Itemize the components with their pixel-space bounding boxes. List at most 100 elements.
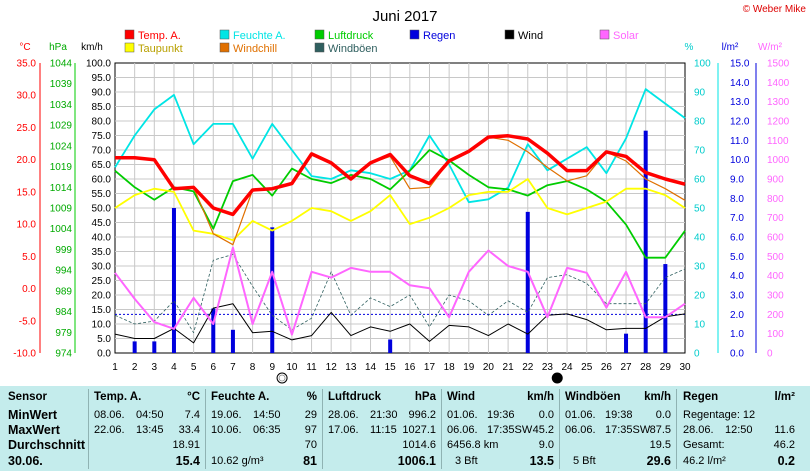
wind-tick-label: 85.0 [92, 102, 112, 113]
solar-tick-label: 700 [767, 213, 784, 224]
series-line-solar [114, 246, 686, 336]
luftdruck-max-time: 11:15 [370, 424, 397, 436]
rain-axis-label: l/m² [722, 42, 739, 53]
temp-tick-label: 15.0 [17, 187, 37, 198]
luftdruck-min-value: 996.2 [408, 409, 436, 421]
x-tick-label: 1 [112, 362, 118, 373]
windboeen-min-time: 19:38 [605, 409, 633, 421]
series-line-feuchte-a [114, 88, 686, 204]
wind-axis-label: km/h [81, 42, 103, 53]
wind-tick-label: 10.0 [92, 320, 112, 331]
solar-axis-label: W/m² [758, 42, 783, 53]
pressure-tick-label: 999 [55, 245, 72, 256]
humidity-axis-label: % [685, 42, 694, 53]
regen-column: Regen l/m² Regentage: 12 28.06. 12:50 11… [683, 386, 795, 471]
full-moon-icon [276, 372, 288, 384]
wind-unit: km/h [527, 391, 554, 403]
temp-tick-label: 10.0 [17, 220, 37, 231]
luftdruck-min-date: 28.06. [328, 409, 359, 421]
chart-title: Juni 2017 [372, 8, 437, 25]
pressure-tick-label: 1034 [50, 100, 73, 111]
solar-tick-label: 1300 [767, 97, 790, 108]
pressure-tick-label: 994 [55, 266, 72, 277]
x-tick-label: 14 [365, 362, 377, 373]
feuchte-column: Feuchte A. % 19.06. 14:50 29 10.06. 06:3… [211, 386, 317, 471]
rain-tick-label: 3.0 [730, 291, 744, 302]
wind-tick-label: 65.0 [92, 160, 112, 171]
windboeen-unit: km/h [644, 391, 671, 403]
legend-swatch [314, 42, 325, 53]
windboeen-min-date: 01.06. [565, 409, 596, 421]
humidity-tick-label: 60 [694, 175, 706, 186]
humidity-tick-label: 40 [694, 233, 706, 244]
rain-tick-label: 14.0 [730, 78, 750, 89]
rain-bar [270, 227, 275, 353]
rain-tick-label: 9.0 [730, 175, 744, 186]
temp-tick-label: -5.0 [19, 316, 37, 327]
legend-swatch [219, 29, 230, 40]
x-tick-label: 10 [286, 362, 298, 373]
rain-tick-label: 11.0 [730, 136, 749, 147]
regen-days: Regentage: 12 [683, 409, 756, 421]
regen-month-total: 46.2 l/m² [683, 455, 726, 467]
pressure-tick-label: 1029 [50, 121, 73, 132]
x-tick-label: 6 [210, 362, 216, 373]
pressure-tick-label: 1044 [50, 59, 73, 70]
solar-tick-label: 0 [767, 349, 773, 360]
rain-bar [624, 333, 629, 353]
wind-tick-label: 25.0 [92, 276, 112, 287]
luftdruck-average: 1014.6 [402, 439, 436, 451]
x-tick-label: 16 [404, 362, 416, 373]
rain-bar [643, 130, 648, 353]
x-tick-label: 18 [444, 362, 456, 373]
x-tick-label: 11 [306, 362, 317, 373]
copyright: © Weber Mike [743, 4, 807, 15]
feuchte-min-value: 29 [304, 409, 317, 421]
pressure-tick-label: 1014 [50, 183, 73, 194]
rain-bar [132, 341, 137, 353]
new-moon-icon [551, 372, 563, 384]
temp-max-time: 13:45 [136, 424, 164, 436]
legend-label: Windböen [328, 43, 378, 55]
date-label: 30.06. [8, 454, 43, 468]
sensor-header: Sensor [8, 391, 47, 403]
solar-tick-label: 500 [767, 252, 784, 263]
statistics-panel: Sensor MinWert MaxWert Durchschnitt 30.0… [0, 386, 810, 471]
rain-bar [171, 208, 176, 353]
x-tick-label: 8 [250, 362, 256, 373]
solar-tick-label: 400 [767, 271, 784, 282]
rain-bar [663, 264, 668, 353]
full-moon-icon [278, 374, 286, 382]
rain-tick-label: 1.0 [730, 329, 744, 340]
wind-tick-label: 15.0 [92, 305, 112, 316]
temp-max-value: 33.4 [178, 424, 200, 436]
temp-tick-label: 30.0 [17, 91, 37, 102]
pressure-tick-label: 989 [55, 286, 72, 297]
rain-bar [525, 211, 530, 353]
temp-min-value: 7.4 [184, 409, 200, 421]
humidity-tick-label: 50 [694, 204, 706, 215]
temp-axis-label: °C [19, 42, 30, 53]
regen-total: 46.2 [773, 439, 795, 451]
wind-tick-label: 75.0 [92, 131, 112, 142]
feuchte-max-time: 06:35 [253, 424, 281, 436]
humidity-tick-label: 80 [694, 117, 706, 128]
x-tick-label: 27 [620, 362, 632, 373]
weather-chart: Juni 2017 © Weber Mike Temp. A. Feuchte A. L… [13, 4, 807, 384]
x-tick-label: 30 [679, 362, 691, 373]
feuchte-unit: % [306, 391, 317, 403]
x-tick-label: 2 [132, 362, 138, 373]
windboeen-max-value: 87.5 [649, 424, 671, 436]
feuchte-absolute: 10.62 g/m³ [211, 455, 264, 467]
rain-tick-label: 4.0 [730, 271, 744, 282]
rain-tick-label: 6.0 [730, 233, 744, 244]
wind-column: Wind km/h 01.06. 19:36 0.0 06.06. 17:35S… [447, 386, 554, 471]
regen-header: Regen [683, 391, 719, 403]
luftdruck-min-time: 21:30 [370, 409, 398, 421]
feuchte-today: 81 [303, 454, 317, 468]
regen-max-date: 28.06. [683, 424, 714, 436]
temp-min-time: 04:50 [136, 409, 164, 421]
x-tick-label: 20 [483, 362, 495, 373]
temp-unit: °C [187, 391, 200, 403]
x-tick-label: 5 [191, 362, 197, 373]
